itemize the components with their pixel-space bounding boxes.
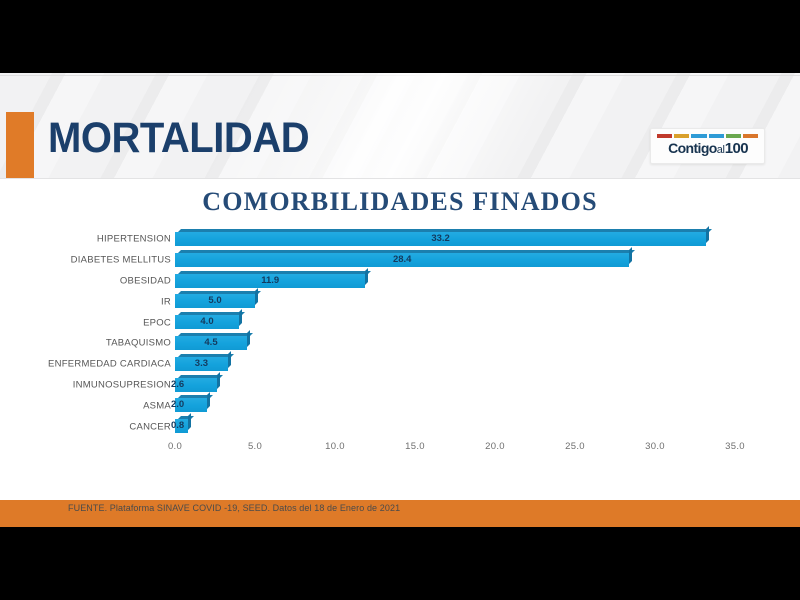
bar [175,267,372,288]
contigo-al-100-logo: Contigoal100 [650,128,765,164]
header-hairline [0,75,800,76]
bar-face [175,356,228,371]
bar-row: EPOC 4.0 [0,309,800,333]
bar-category-label: ASMA [143,400,171,412]
bar [175,392,213,413]
bar-row: INMUNOSUPRESION 2.6 [0,371,800,396]
logo-bar-green [725,134,741,138]
source-note: FUENTE. Plataforma SINAVE COVID -19, SEE… [68,503,401,513]
bar-category-label: HIPERTENSION [96,233,171,245]
bar-side-face [187,413,191,431]
logo-bar-blue-1 [691,134,707,138]
bar-side-face [365,267,369,285]
logo-word-100: 100 [724,140,749,157]
bar [175,288,261,309]
bar-value-label: 3.3 [194,357,208,369]
bar-face [175,419,188,434]
bar-category-label: DIABETES MELLITUS [70,254,171,266]
bar-side-face [227,350,231,368]
letterbox-top [0,0,800,73]
bar-value-label: 5.0 [208,295,222,307]
logo-bar-red [657,134,673,138]
bar-row: OBESIDAD 11.9 [0,267,800,292]
bar-value-label: 33.2 [431,233,450,244]
chart-container: COMORBILIDADES FINADOS HIPERTENSION 33.2 D… [0,179,800,497]
bar-category-label: TABAQUISMO [105,337,171,349]
bar-value-label: 0.8 [171,420,185,432]
bar [175,371,223,392]
bar-value-label: 11.9 [261,274,280,286]
bar-face [175,315,239,330]
bar-category-label: EPOC [143,317,171,329]
bar-row: HIPERTENSION 33.2 [0,226,800,250]
bar [175,309,245,330]
bar-side-face [239,309,242,327]
x-axis-tick-label: 30.0 [645,441,665,452]
bar-face [175,398,207,413]
bar-value-label: 4.5 [204,336,218,348]
bar-category-label: INMUNOSUPRESION [72,379,171,391]
bar-value-label: 28.4 [392,253,412,265]
bar-value-label: 2.6 [171,378,185,390]
bar-category-label: ENFERMEDAD CARDIACA [48,358,171,370]
bar-face [175,232,707,246]
bar-value-label: 2.0 [171,399,185,411]
page-title: MORTALIDAD [48,114,310,162]
x-axis-tick-label: 10.0 [325,441,345,452]
x-axis-tick-label: 0.0 [167,441,183,452]
logo-wordmark: Contigoal100 [656,140,760,158]
bar-category-label: OBESIDAD [119,275,171,287]
x-axis-tick-label: 15.0 [405,441,425,452]
bar-face [175,335,247,350]
bar-row: IR 5.0 [0,288,800,312]
bar-side-face [207,392,210,410]
letterbox-bottom [0,527,800,600]
bar-row: ASMA 2.0 [0,392,800,416]
logo-bar-blue-2 [708,134,724,138]
bar-face [175,252,630,267]
logo-color-bars [657,134,759,138]
footer-band [0,500,800,527]
bar-side-face [216,371,220,389]
logo-word-al: al [716,144,725,156]
bar-row: ENFERMEDAD CARDIACA 3.3 [0,350,800,375]
bar-row: TABAQUISMO 4.5 [0,329,800,354]
bar-side-face [255,288,258,306]
x-axis-tick-label: 35.0 [725,441,745,452]
bar-category-label: IR [161,296,171,308]
x-axis-tick-label: 5.0 [247,441,263,452]
bar [175,350,234,371]
bar-row: DIABETES MELLITUS 28.4 [0,246,800,271]
logo-word-contigo: Contigo [668,140,717,156]
bar-rows: HIPERTENSION 33.2 DIABETES MELLITUS 28.4 OBE… [0,226,800,437]
x-axis: 0.0 5.0 10.0 15.0 20.0 25.0 30.0 35.0 [0,437,800,459]
bar [175,246,636,267]
bar-face [175,273,366,288]
bar-side-face [706,226,710,243]
presentation-slide: MORTALIDAD Contigoal100 COMORBILIDADES F… [0,73,800,527]
bar-category-label: CANCER [129,421,171,433]
bar-face [175,294,255,309]
logo-bar-yellow [674,134,690,138]
x-axis-tick-label: 20.0 [485,441,505,452]
logo-bar-orange [742,134,759,138]
bar-value-label: 4.0 [200,316,214,328]
bar-face [175,377,217,392]
x-axis-tick-label: 25.0 [565,441,585,452]
chart-plot-area: HIPERTENSION 33.2 DIABETES MELLITUS 28.4 OBE… [0,226,800,459]
bar-side-face [629,246,633,264]
bar-row: CANCER 0.8 [0,413,800,437]
title-accent-bar [6,112,34,178]
bar-side-face [247,329,250,347]
bar [175,329,253,350]
bar [175,413,194,434]
chart-title: COMORBILIDADES FINADOS [202,187,598,216]
bar [175,226,713,246]
